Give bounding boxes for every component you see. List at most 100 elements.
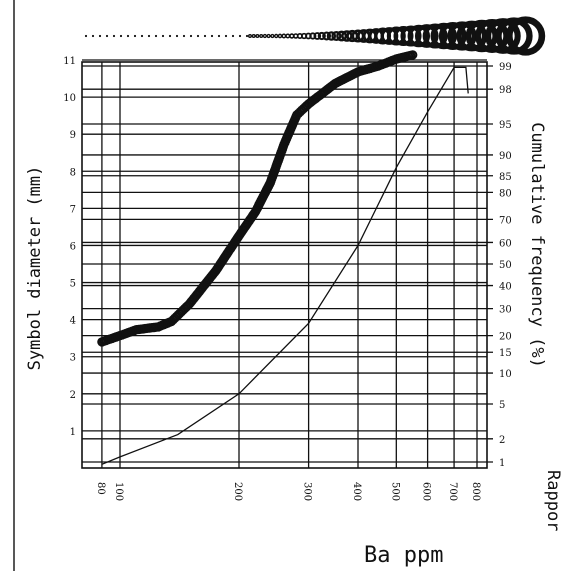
y-left-tick-7: 7 [70,204,76,215]
legend-dot [182,34,186,38]
legend-symbol [430,22,458,50]
y-right-tick-90: 90 [499,151,512,162]
legend-dot [238,34,242,38]
y-right-tick-70: 70 [499,215,512,226]
y-left-tick-5: 5 [70,279,76,290]
y-left-tick-8: 8 [70,167,76,178]
y-left-tick-6: 6 [70,241,76,252]
x-tick-600: 600 [421,482,432,501]
legend-symbol [262,33,267,39]
right-axis-ticks: 1 2 5 10 15 20 30 40 50 60 70 80 85 90 95 98 99 [499,62,512,469]
chart-grid [81,59,493,469]
series-layer [97,50,469,465]
y-axis-right-title: Cumulative frequency (%) [527,122,547,368]
legend-symbol [400,25,422,47]
legend-symbol [341,30,353,42]
legend-dot [133,34,137,38]
legend-dot [112,34,116,38]
y-left-tick-2: 2 [70,390,76,401]
y-left-tick-1: 1 [70,427,76,438]
y-right-tick-50: 50 [499,260,512,271]
partial-label: Rappor [543,470,561,531]
x-tick-300: 300 [302,482,313,501]
legend-symbol [414,24,439,48]
legend-dot [91,34,95,38]
legend-symbol [259,34,264,39]
legend-dot [147,34,151,38]
y-left-tick-11: 11 [63,56,76,67]
legend-symbol [505,16,546,56]
y-left-tick-9: 9 [70,130,76,141]
legend-dot [196,34,200,38]
legend-dot [161,34,165,38]
y-right-tick-99: 99 [499,62,512,73]
legend-symbol [274,33,279,39]
series-symbol-diameter-line [101,66,469,465]
x-axis-title: Ba ppm [364,543,443,568]
legend-dot [140,34,144,38]
legend-symbol [251,34,256,39]
y-right-tick-2: 2 [499,435,505,446]
y-right-tick-30: 30 [499,305,512,316]
legend-dot [168,34,172,38]
y-right-tick-95: 95 [499,120,512,131]
legend-symbol [407,24,431,48]
legend-symbol [270,33,275,39]
legend-symbol [247,34,252,39]
x-tick-100: 100 [113,482,124,501]
legend-dot [175,34,179,38]
x-tick-700: 700 [447,482,458,501]
legend-dot [126,34,130,38]
plot-frame [81,61,488,469]
legend-dot [231,34,235,38]
x-tick-80: 80 [95,482,106,495]
legend-symbol [255,34,260,39]
x-tick-800: 800 [470,482,481,501]
cumulative-point [408,50,418,60]
legend-symbol [317,31,326,41]
series-cumulative-frequency [97,50,418,347]
y-right-tick-40: 40 [499,282,512,293]
x-tick-200: 200 [232,482,243,501]
legend-dot [119,34,123,38]
legend-symbol [322,31,332,41]
y-right-tick-60: 60 [499,238,512,249]
legend-dot [245,34,249,38]
legend-symbol [285,33,291,39]
legend-symbol [277,33,283,39]
y-right-tick-5: 5 [499,400,505,411]
y-right-tick-1: 1 [499,458,505,469]
legend-dot [154,34,158,38]
legend-dot [105,34,109,38]
legend-dot [98,34,102,38]
x-tick-400: 400 [351,482,362,501]
x-axis-ticks: 80 100 200 300 400 500 600 700 800 [95,482,481,501]
y-right-tick-80: 80 [499,188,512,199]
legend-symbol [447,21,477,51]
symbol-size-legend [84,16,546,56]
y-right-tick-10: 10 [499,369,512,380]
legend-dot [203,34,207,38]
legend-dot [224,34,228,38]
legend-symbol [266,33,271,39]
y-right-tick-15: 15 [499,348,512,359]
y-left-tick-10: 10 [63,93,76,104]
legend-symbol [336,30,347,42]
y-left-tick-4: 4 [70,316,76,327]
y-axis-left-title: Symbol diameter (mm) [25,166,45,371]
legend-symbol [313,32,322,40]
y-right-tick-98: 98 [499,85,512,96]
legend-symbol [309,32,317,40]
y-right-tick-85: 85 [499,172,512,183]
left-axis-ticks: 1 2 3 4 5 6 7 8 9 10 11 [63,56,76,438]
legend-symbol [438,22,467,50]
legend-symbol [422,23,448,49]
x-tick-500: 500 [389,482,400,501]
legend-dot [217,34,221,38]
legend-dot [189,34,193,38]
legend-dot [84,34,88,38]
legend-symbol [326,31,337,41]
legend-dot [210,34,214,38]
legend-symbol [281,33,287,39]
